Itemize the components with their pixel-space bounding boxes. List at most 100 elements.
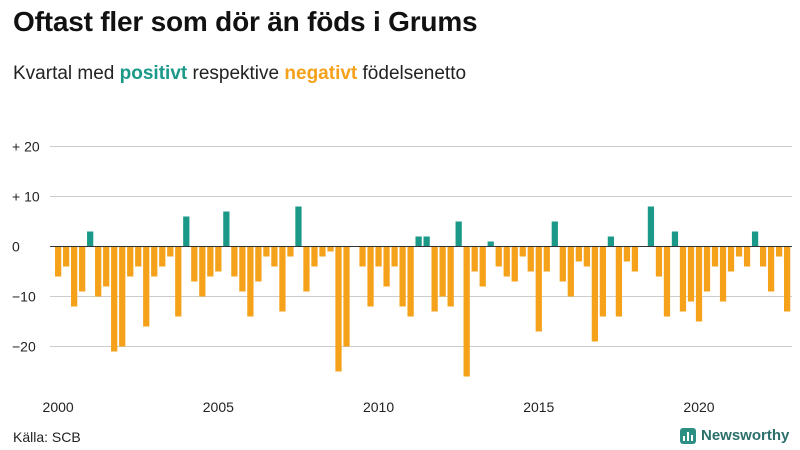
bar-positive: [87, 231, 94, 247]
bar-negative: [575, 246, 582, 262]
bar-positive: [607, 236, 614, 247]
bar-negative: [263, 246, 270, 257]
subtitle-middle: respektive: [192, 63, 280, 84]
bar-positive: [223, 211, 230, 247]
bar-negative: [399, 246, 406, 307]
bar-negative: [279, 246, 286, 312]
bar-negative: [207, 246, 214, 277]
subtitle-positive-word: positivt: [119, 63, 188, 84]
bar-negative: [79, 246, 86, 292]
bar-negative: [479, 246, 486, 287]
bar-negative: [543, 246, 550, 272]
bar-negative: [583, 246, 590, 267]
bar-negative: [783, 246, 791, 312]
bar-negative: [495, 246, 502, 267]
bar-positive: [551, 221, 558, 247]
y-tick-label: 0: [12, 239, 20, 255]
bar-negative: [175, 246, 182, 317]
bar-negative: [215, 246, 222, 272]
y-tick-label: −20: [12, 339, 36, 355]
bar-negative: [679, 246, 687, 312]
y-tick-label: + 20: [12, 139, 40, 155]
bar-chart-icon: [680, 427, 696, 444]
y-tick-label: + 10: [12, 189, 40, 205]
bar-negative: [759, 246, 767, 267]
bar-positive: [183, 216, 190, 247]
bar-negative: [703, 246, 711, 292]
bar-negative: [407, 246, 414, 317]
x-tick-label: 2005: [203, 399, 234, 415]
chart-title: Oftast fler som dör än föds i Grums: [13, 6, 478, 37]
chart-subtitle: Kvartal med positivt respektive negativt…: [13, 63, 466, 85]
bar-negative: [719, 246, 727, 302]
bar-positive: [415, 236, 422, 247]
source-note: Källa: SCB: [13, 429, 81, 445]
bar-negative: [711, 246, 719, 267]
bar-negative: [775, 246, 783, 257]
bar-negative: [471, 246, 478, 272]
bar-negative: [191, 246, 198, 282]
bar-negative: [447, 246, 454, 307]
bar-negative: [767, 246, 775, 292]
bar-positive: [647, 206, 655, 247]
bar-positive: [295, 206, 302, 247]
bar-negative: [135, 246, 142, 267]
bar-negative: [527, 246, 534, 272]
bar-negative: [735, 246, 743, 257]
bar-negative: [463, 246, 470, 377]
bar-negative: [127, 246, 134, 277]
bar-negative: [439, 246, 446, 297]
bar-negative: [519, 246, 526, 257]
bar-negative: [167, 246, 174, 257]
bar-negative: [319, 246, 326, 257]
bar-negative: [343, 246, 350, 347]
bar-negative: [95, 246, 102, 297]
bar-negative: [631, 246, 639, 272]
bar-negative: [599, 246, 606, 317]
bar-negative: [63, 246, 70, 267]
bar-negative: [303, 246, 310, 292]
bar-negative: [567, 246, 574, 297]
bar-negative: [695, 246, 703, 322]
bar-negative: [367, 246, 374, 307]
bar-negative: [151, 246, 158, 277]
bar-negative: [159, 246, 166, 267]
bar-negative: [55, 246, 62, 277]
y-tick-label: −10: [12, 289, 36, 305]
bar-negative: [119, 246, 126, 347]
bar-negative: [311, 246, 318, 267]
bar-negative: [199, 246, 206, 297]
x-tick-label: 2000: [43, 399, 74, 415]
bar-negative: [271, 246, 278, 267]
bar-negative: [623, 246, 631, 262]
bar-positive: [487, 241, 494, 247]
bar-negative: [559, 246, 566, 282]
bar-negative: [359, 246, 366, 267]
brand-name: Newsworthy: [701, 427, 790, 444]
subtitle-prefix: Kvartal med: [13, 63, 115, 84]
bar-negative: [431, 246, 438, 312]
bar-negative: [535, 246, 542, 332]
subtitle-negative-word: negativt: [284, 63, 358, 84]
bar-negative: [655, 246, 663, 277]
bar-negative: [503, 246, 510, 277]
bar-negative: [687, 246, 695, 302]
bar-negative: [663, 246, 671, 317]
bar-negative: [383, 246, 390, 287]
bar-negative: [375, 246, 382, 267]
bar-negative: [743, 246, 751, 267]
bar-positive: [423, 236, 430, 247]
bar-negative: [255, 246, 262, 282]
x-tick-label: 2010: [363, 399, 394, 415]
bar-negative: [511, 246, 518, 282]
bar-negative: [111, 246, 118, 352]
bar-negative: [143, 246, 150, 327]
bar-negative: [103, 246, 110, 287]
bar-negative: [239, 246, 246, 292]
bar-negative: [71, 246, 78, 307]
bar-negative: [231, 246, 238, 277]
bar-negative: [727, 246, 735, 272]
bar-negative: [247, 246, 254, 317]
bar-negative: [327, 246, 334, 252]
